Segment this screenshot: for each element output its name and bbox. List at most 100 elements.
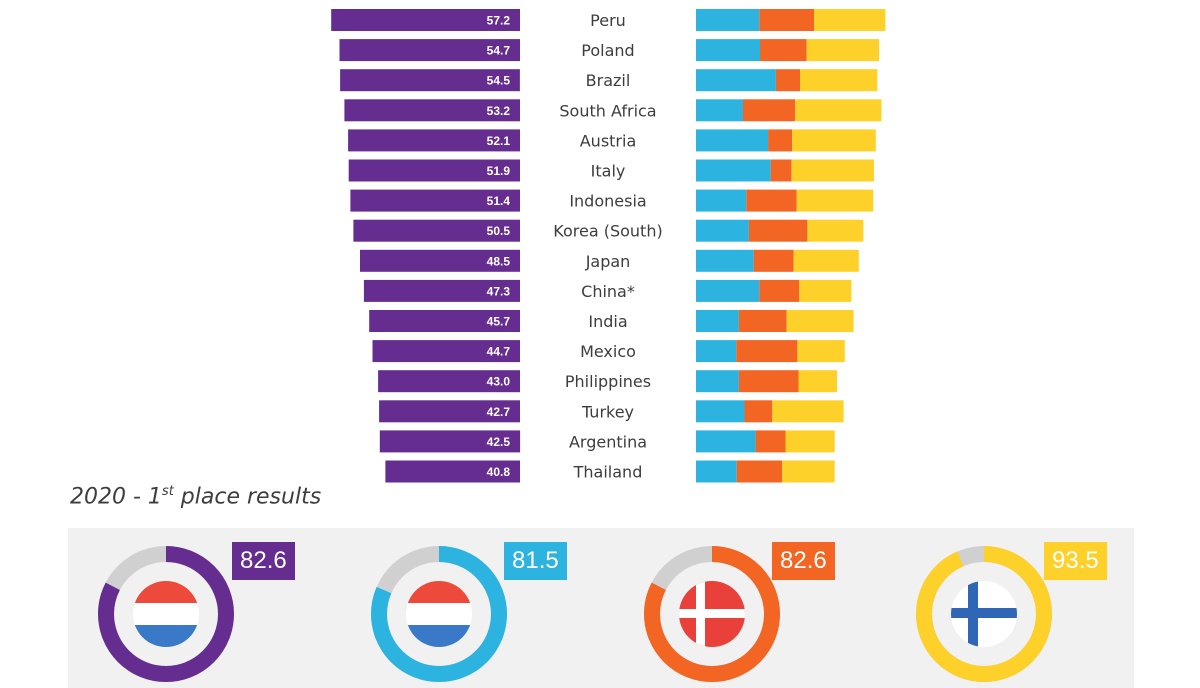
score-bar: [385, 460, 520, 483]
score-bars: 57.2 54.7 54.5 53.2 52.1 51.9 51.4 50.5 48.5 47.3…: [331, 9, 521, 483]
donut-score-arc: [644, 546, 780, 682]
breakdown-segment: [696, 400, 745, 423]
denmark-flag-icon: [679, 581, 745, 647]
score-value-label: 40.8: [487, 465, 511, 479]
breakdown-segment: [743, 99, 796, 122]
score-bar: [379, 430, 521, 453]
score-value-label: 45.7: [487, 315, 511, 329]
country-label: Thailand: [573, 463, 643, 482]
score-value-label: 51.9: [487, 164, 511, 178]
breakdown-segment: [748, 219, 808, 242]
section-title: 2020 - 1st place results: [70, 484, 322, 510]
breakdown-segment: [696, 249, 754, 272]
breakdown-segment: [791, 159, 874, 182]
country-label: Japan: [585, 252, 631, 271]
country-label: Peru: [590, 11, 626, 30]
donut-score-arc: [916, 546, 1052, 682]
first-place-score-2: 81.5: [504, 542, 567, 580]
score-bar: [344, 99, 520, 122]
score-bar: [350, 189, 520, 212]
score-bar: [348, 129, 520, 152]
score-value-label: 42.5: [487, 435, 511, 449]
country-label: Brazil: [586, 71, 631, 90]
breakdown-segment: [797, 340, 845, 363]
score-bar: [360, 249, 520, 272]
breakdown-segment: [814, 9, 886, 31]
donut-score-arc: [98, 546, 234, 682]
country-label: Philippines: [565, 372, 651, 391]
score-bar: [348, 159, 520, 182]
score-value-label: 50.5: [487, 224, 511, 238]
first-place-panel: 82.6 81.5 82.6: [68, 528, 1134, 688]
breakdown-segment: [738, 370, 799, 393]
breakdown-segment: [792, 129, 876, 152]
country-label: China*: [581, 282, 635, 301]
breakdown-segment: [696, 430, 756, 453]
breakdown-segment: [807, 219, 864, 242]
first-place-score-4: 93.5: [1044, 542, 1107, 580]
country-label: South Africa: [559, 101, 656, 120]
first-place-donut-2: [371, 546, 507, 682]
finland-flag-icon: [951, 581, 1017, 647]
breakdown-segment: [696, 279, 760, 302]
country-label: Korea (South): [553, 222, 662, 241]
breakdown-bars: [696, 9, 886, 483]
netherlands-flag-icon: [133, 581, 199, 647]
donut-score-arc: [371, 546, 507, 682]
breakdown-segment: [786, 310, 854, 332]
breakdown-segment: [799, 279, 852, 302]
breakdown-segment: [806, 39, 880, 62]
score-value-label: 54.7: [487, 44, 511, 58]
score-bar: [379, 400, 520, 423]
breakdown-segment: [746, 189, 797, 212]
country-label: Italy: [591, 162, 626, 181]
breakdown-segment: [696, 370, 739, 393]
breakdown-segment: [785, 430, 835, 453]
country-labels: Peru Poland Brazil South Africa Austria Italy…: [553, 11, 662, 482]
first-place-donut-4: [916, 546, 1052, 682]
breakdown-segment: [744, 400, 773, 423]
first-place-donut-1: [98, 546, 234, 682]
breakdown-segment: [738, 310, 787, 332]
score-bar: [340, 69, 520, 92]
score-bar: [339, 39, 520, 62]
score-value-label: 47.3: [487, 284, 511, 298]
breakdown-segment: [798, 370, 837, 393]
breakdown-segment: [759, 279, 800, 302]
score-value-label: 44.7: [487, 345, 511, 359]
breakdown-segment: [759, 9, 815, 31]
breakdown-segment: [775, 69, 800, 92]
breakdown-segment: [696, 219, 749, 242]
score-bar: [353, 219, 520, 242]
breakdown-segment: [736, 340, 798, 363]
country-label: India: [588, 312, 627, 331]
country-label: Turkey: [581, 402, 634, 421]
first-place-score-3: 82.6: [772, 542, 835, 580]
score-value-label: 48.5: [487, 254, 511, 268]
breakdown-segment: [772, 400, 844, 423]
breakdown-segment: [696, 69, 776, 92]
country-label: Poland: [581, 41, 634, 60]
breakdown-segment: [768, 129, 793, 152]
breakdown-segment: [696, 99, 743, 122]
breakdown-segment: [696, 129, 769, 152]
score-bar: [369, 310, 520, 332]
breakdown-segment: [696, 460, 737, 483]
score-value-label: 54.5: [487, 74, 511, 88]
breakdown-segment: [760, 39, 807, 62]
score-value-label: 57.2: [487, 14, 511, 28]
country-label: Austria: [580, 131, 637, 150]
country-label: Argentina: [569, 432, 647, 451]
breakdown-segment: [696, 39, 760, 62]
country-label: Mexico: [580, 342, 636, 361]
country-label: Indonesia: [569, 192, 646, 211]
breakdown-segment: [696, 340, 737, 363]
breakdown-segment: [793, 249, 859, 272]
breakdown-segment: [800, 69, 878, 92]
breakdown-segment: [736, 460, 783, 483]
breakdown-segment: [782, 460, 835, 483]
breakdown-segment: [696, 310, 739, 332]
first-place-donut-3: [644, 546, 780, 682]
score-bar: [363, 279, 520, 302]
score-bar: [331, 9, 520, 31]
